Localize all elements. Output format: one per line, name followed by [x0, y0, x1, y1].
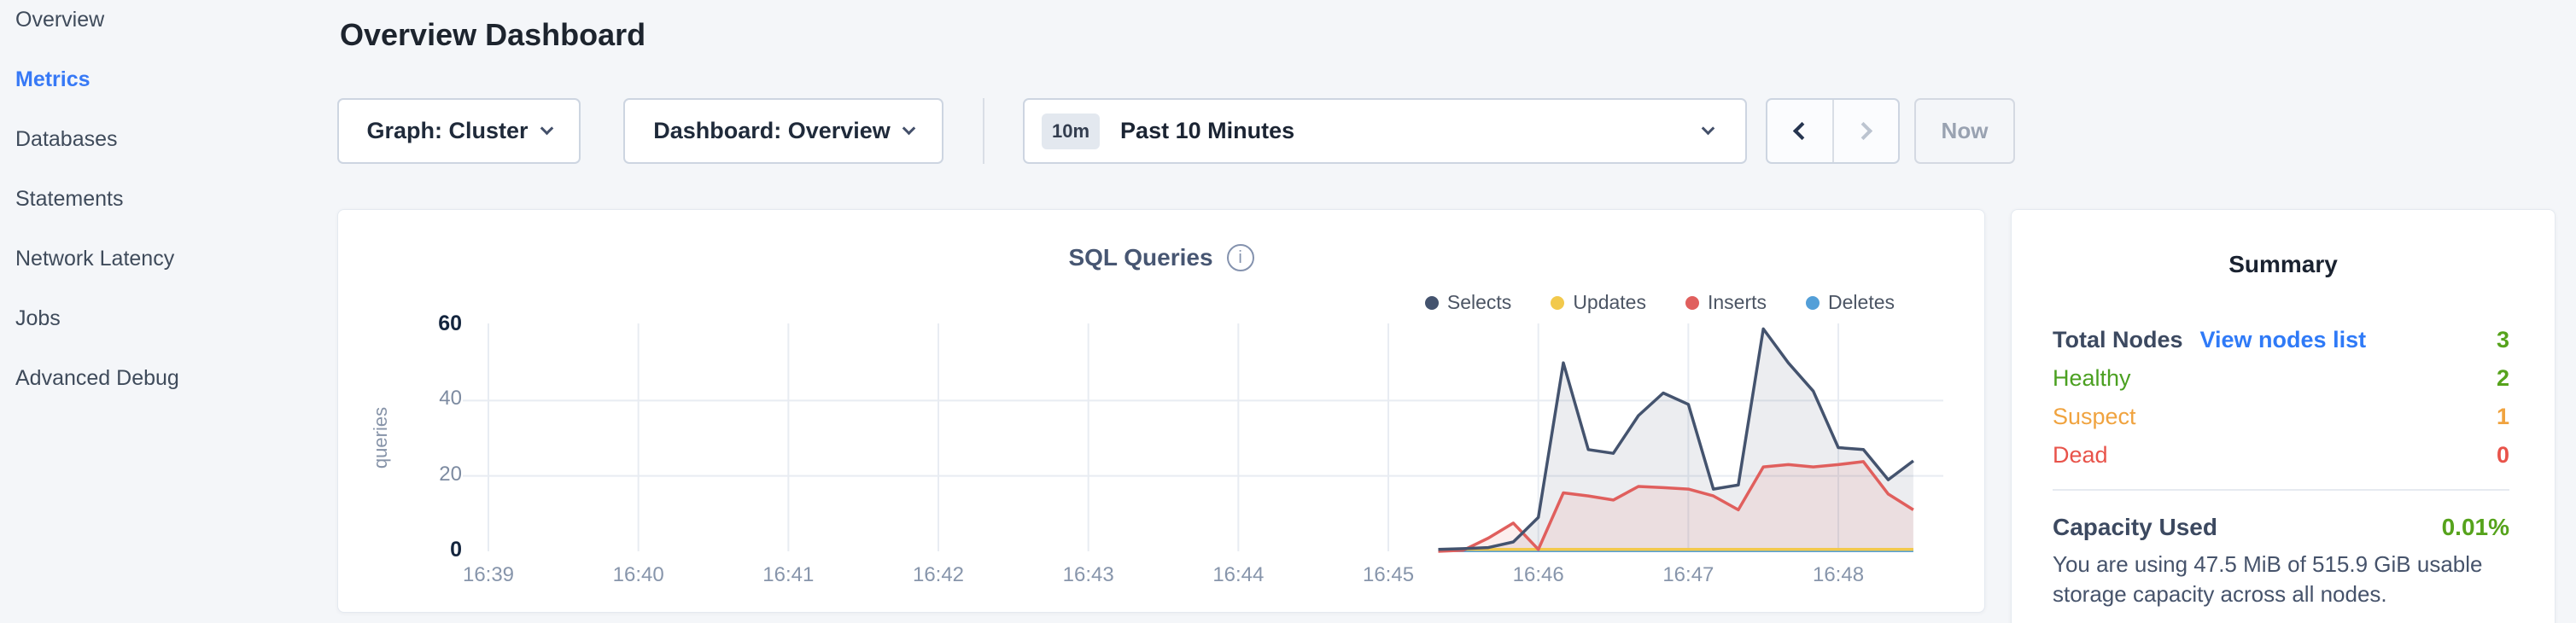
summary-row-value: 1: [2496, 404, 2509, 429]
x-axis-tick: 16:46: [1512, 563, 1564, 586]
time-step-back-button[interactable]: [1767, 100, 1834, 162]
x-axis-tick: 16:47: [1662, 563, 1714, 586]
summary-row-total-nodes: Total Nodes View nodes list 3: [2053, 321, 2509, 359]
info-icon[interactable]: i: [1226, 244, 1254, 271]
capacity-used-description: You are using 47.5 MiB of 515.9 GiB usab…: [2053, 551, 2483, 608]
time-step-group: [1766, 98, 1900, 164]
time-range-select[interactable]: 10m Past 10 Minutes: [1023, 98, 1747, 164]
chevron-down-icon: [902, 121, 916, 136]
y-axis-label: queries: [370, 406, 391, 469]
graph-scope-dropdown-label: Graph: Cluster: [366, 118, 529, 143]
legend-item-deletes[interactable]: Deletes: [1806, 291, 1895, 314]
summary-row-value: 0: [2496, 442, 2509, 468]
time-range-label: Past 10 Minutes: [1120, 118, 1295, 143]
summary-row-label: Dead: [2053, 442, 2108, 468]
legend-item-inserts[interactable]: Inserts: [1685, 291, 1767, 314]
time-step-forward-button[interactable]: [1834, 100, 1899, 162]
x-axis-tick: 16:45: [1362, 563, 1415, 586]
view-nodes-list-link[interactable]: View nodes list: [2199, 327, 2367, 352]
summary-row-label: Total Nodes: [2053, 327, 2183, 352]
capacity-used-label: Capacity Used: [2053, 514, 2217, 540]
summary-row-label: Suspect: [2053, 404, 2136, 429]
legend-item-selects[interactable]: Selects: [1424, 291, 1512, 314]
dashboard-dropdown-label: Dashboard: Overview: [653, 118, 891, 143]
graph-scope-dropdown[interactable]: Graph: Cluster: [337, 98, 581, 164]
sidebar-item-metrics[interactable]: Metrics: [15, 67, 91, 91]
legend-label: Inserts: [1707, 291, 1767, 313]
y-axis-tick: 0: [450, 538, 462, 562]
summary-row-healthy: Healthy 2: [2053, 359, 2509, 398]
summary-divider: [2053, 489, 2509, 491]
x-axis-tick: 16:43: [1062, 563, 1114, 586]
sidebar-item-jobs[interactable]: Jobs: [15, 306, 61, 330]
x-axis-tick: 16:39: [462, 563, 515, 586]
legend-item-updates[interactable]: Updates: [1551, 291, 1646, 314]
legend-dot-icon: [1424, 295, 1439, 310]
summary-row-value: 3: [2496, 327, 2509, 352]
legend-label: Selects: [1446, 291, 1512, 313]
x-axis-tick: 16:40: [612, 563, 664, 586]
now-button[interactable]: Now: [1914, 98, 2015, 164]
legend-label: Deletes: [1828, 291, 1895, 313]
chevron-down-icon: [540, 121, 553, 136]
x-axis-tick: 16:44: [1212, 563, 1265, 586]
chart-svg: [463, 323, 1943, 553]
sql-queries-chart-card: SQL Queries i Selects Updates Inserts Delet…: [337, 209, 1985, 613]
chevron-left-icon: [1793, 121, 1812, 141]
page-title: Overview Dashboard: [340, 17, 646, 52]
now-button-label: Now: [1941, 118, 1989, 143]
summary-row-suspect: Suspect 1: [2053, 398, 2509, 436]
x-axis-tick: 16:41: [762, 563, 815, 586]
chart-legend: Selects Updates Inserts Deletes: [1424, 291, 1895, 314]
legend-label: Updates: [1573, 291, 1646, 313]
summary-title: Summary: [2228, 251, 2338, 277]
y-axis-tick: 60: [438, 312, 462, 335]
summary-row-dead: Dead 0: [2053, 436, 2509, 475]
sidebar-item-network-latency[interactable]: Network Latency: [15, 246, 175, 271]
chevron-down-icon: [1701, 121, 1715, 136]
sidebar-item-overview[interactable]: Overview: [15, 7, 105, 32]
x-axis-tick: 16:42: [912, 563, 965, 586]
chart-title: SQL Queries: [1068, 244, 1213, 271]
legend-dot-icon: [1551, 295, 1565, 310]
sidebar-item-statements[interactable]: Statements: [15, 186, 124, 211]
x-axis-tick: 16:48: [1812, 563, 1865, 586]
legend-dot-icon: [1806, 295, 1820, 310]
sidebar-item-advanced-debug[interactable]: Advanced Debug: [15, 365, 179, 390]
controls-divider: [983, 98, 984, 164]
summary-row-label: Healthy: [2053, 365, 2131, 391]
summary-row-value: 2: [2496, 365, 2509, 391]
summary-rows: Total Nodes View nodes list 3 Healthy 2 Suspe…: [2053, 321, 2509, 475]
summary-panel: Summary Total Nodes View nodes list 3 Healt…: [2011, 209, 2556, 623]
y-axis-tick: 40: [439, 387, 462, 410]
legend-dot-icon: [1685, 295, 1699, 310]
capacity-used-value: 0.01%: [2441, 514, 2509, 540]
y-axis-tick: 20: [439, 462, 462, 486]
time-range-badge: 10m: [1042, 113, 1101, 149]
chevron-right-icon: [1854, 121, 1872, 141]
dashboard-dropdown[interactable]: Dashboard: Overview: [623, 98, 943, 164]
sidebar: Overview Metrics Databases Statements Networ…: [0, 0, 333, 408]
sidebar-item-databases[interactable]: Databases: [15, 126, 118, 151]
